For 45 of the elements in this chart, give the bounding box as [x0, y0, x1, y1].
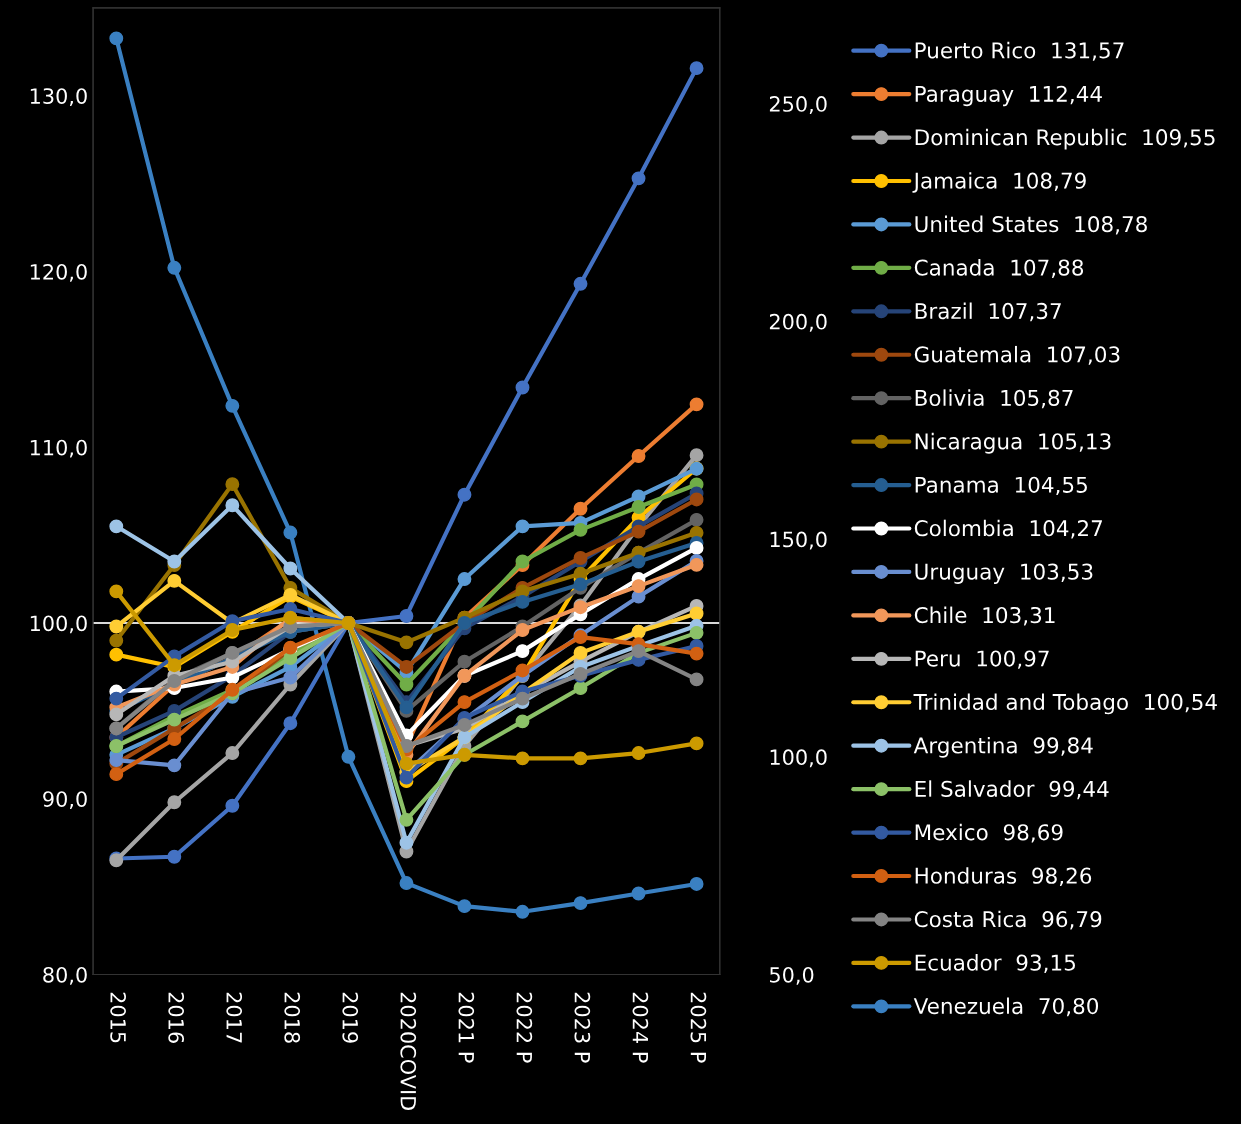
- y2-tick-label: 150,0: [770, 531, 827, 550]
- legend-label: Argentina 99,84: [913, 736, 1093, 758]
- legend-label: Puerto Rico 131,57: [915, 41, 1124, 61]
- legend-label: Uruguay 103,53: [915, 563, 1093, 584]
- legend-label: Guatemala 107,03: [914, 345, 1120, 365]
- y2-tick-label: 100,0: [770, 749, 827, 768]
- y-tick-label: 120,0: [30, 263, 87, 282]
- legend-label: Honduras 98,26: [915, 867, 1092, 887]
- y-tick-label: 90,0: [43, 791, 87, 810]
- y-tick-label: 110,0: [30, 439, 87, 458]
- legend-label: Brazil 107,37: [915, 302, 1061, 322]
- y2-tick-label: 200,0: [769, 313, 827, 332]
- x-tick-label: 2022 P: [516, 992, 533, 1063]
- legend-label: Costa Rica 96,79: [914, 910, 1102, 930]
- y-tick-label: 80,0: [43, 966, 87, 985]
- legend-label: Bolivia 105,87: [915, 389, 1073, 409]
- x-tick-label: 2015: [110, 992, 126, 1043]
- x-tick-label: 2025 P: [690, 992, 707, 1063]
- x-tick-label: 2024 P: [632, 992, 649, 1063]
- legend-label: Paraguay 112,44: [915, 85, 1102, 107]
- y2-tick-label: 250,0: [769, 96, 827, 114]
- x-tick-label: 2023 P: [574, 992, 591, 1063]
- legend-label: Colombia 104,27: [914, 519, 1102, 539]
- legend-label: Jamaica 108,79: [912, 172, 1086, 193]
- legend-label: Chile 103,31: [914, 606, 1055, 626]
- legend-label: Nicaragua 105,13: [915, 432, 1111, 454]
- legend-label: Panama 104,55: [915, 476, 1087, 496]
- x-tick-label: 2017: [226, 992, 243, 1043]
- legend-label: Trinidad and Tobago 100,54: [913, 693, 1217, 715]
- x-tick-label: 2016: [168, 992, 185, 1043]
- y-tick-label: 100,0: [30, 615, 87, 634]
- legend-label: Peru 100,97: [915, 650, 1049, 669]
- legend-label: El Salvador 99,44: [915, 780, 1109, 800]
- x-tick-label: 2020COVID: [400, 992, 417, 1110]
- y2-tick-label: 50,0: [770, 966, 814, 985]
- x-tick-label: 2021 P: [458, 992, 475, 1063]
- legend-label: Canada 107,88: [914, 259, 1084, 278]
- legend-label: Ecuador 93,15: [915, 954, 1075, 973]
- x-tick-label: 2019: [342, 992, 359, 1043]
- legend-label: Venezuela 70,80: [913, 997, 1099, 1017]
- legend-label: Dominican Republic 109,55: [915, 128, 1215, 150]
- y-tick-label: 130,0: [30, 88, 87, 107]
- legend-label: Mexico 98,69: [915, 823, 1063, 843]
- x-tick-label: 2018: [284, 992, 301, 1043]
- legend-label: United States 108,78: [915, 215, 1147, 235]
